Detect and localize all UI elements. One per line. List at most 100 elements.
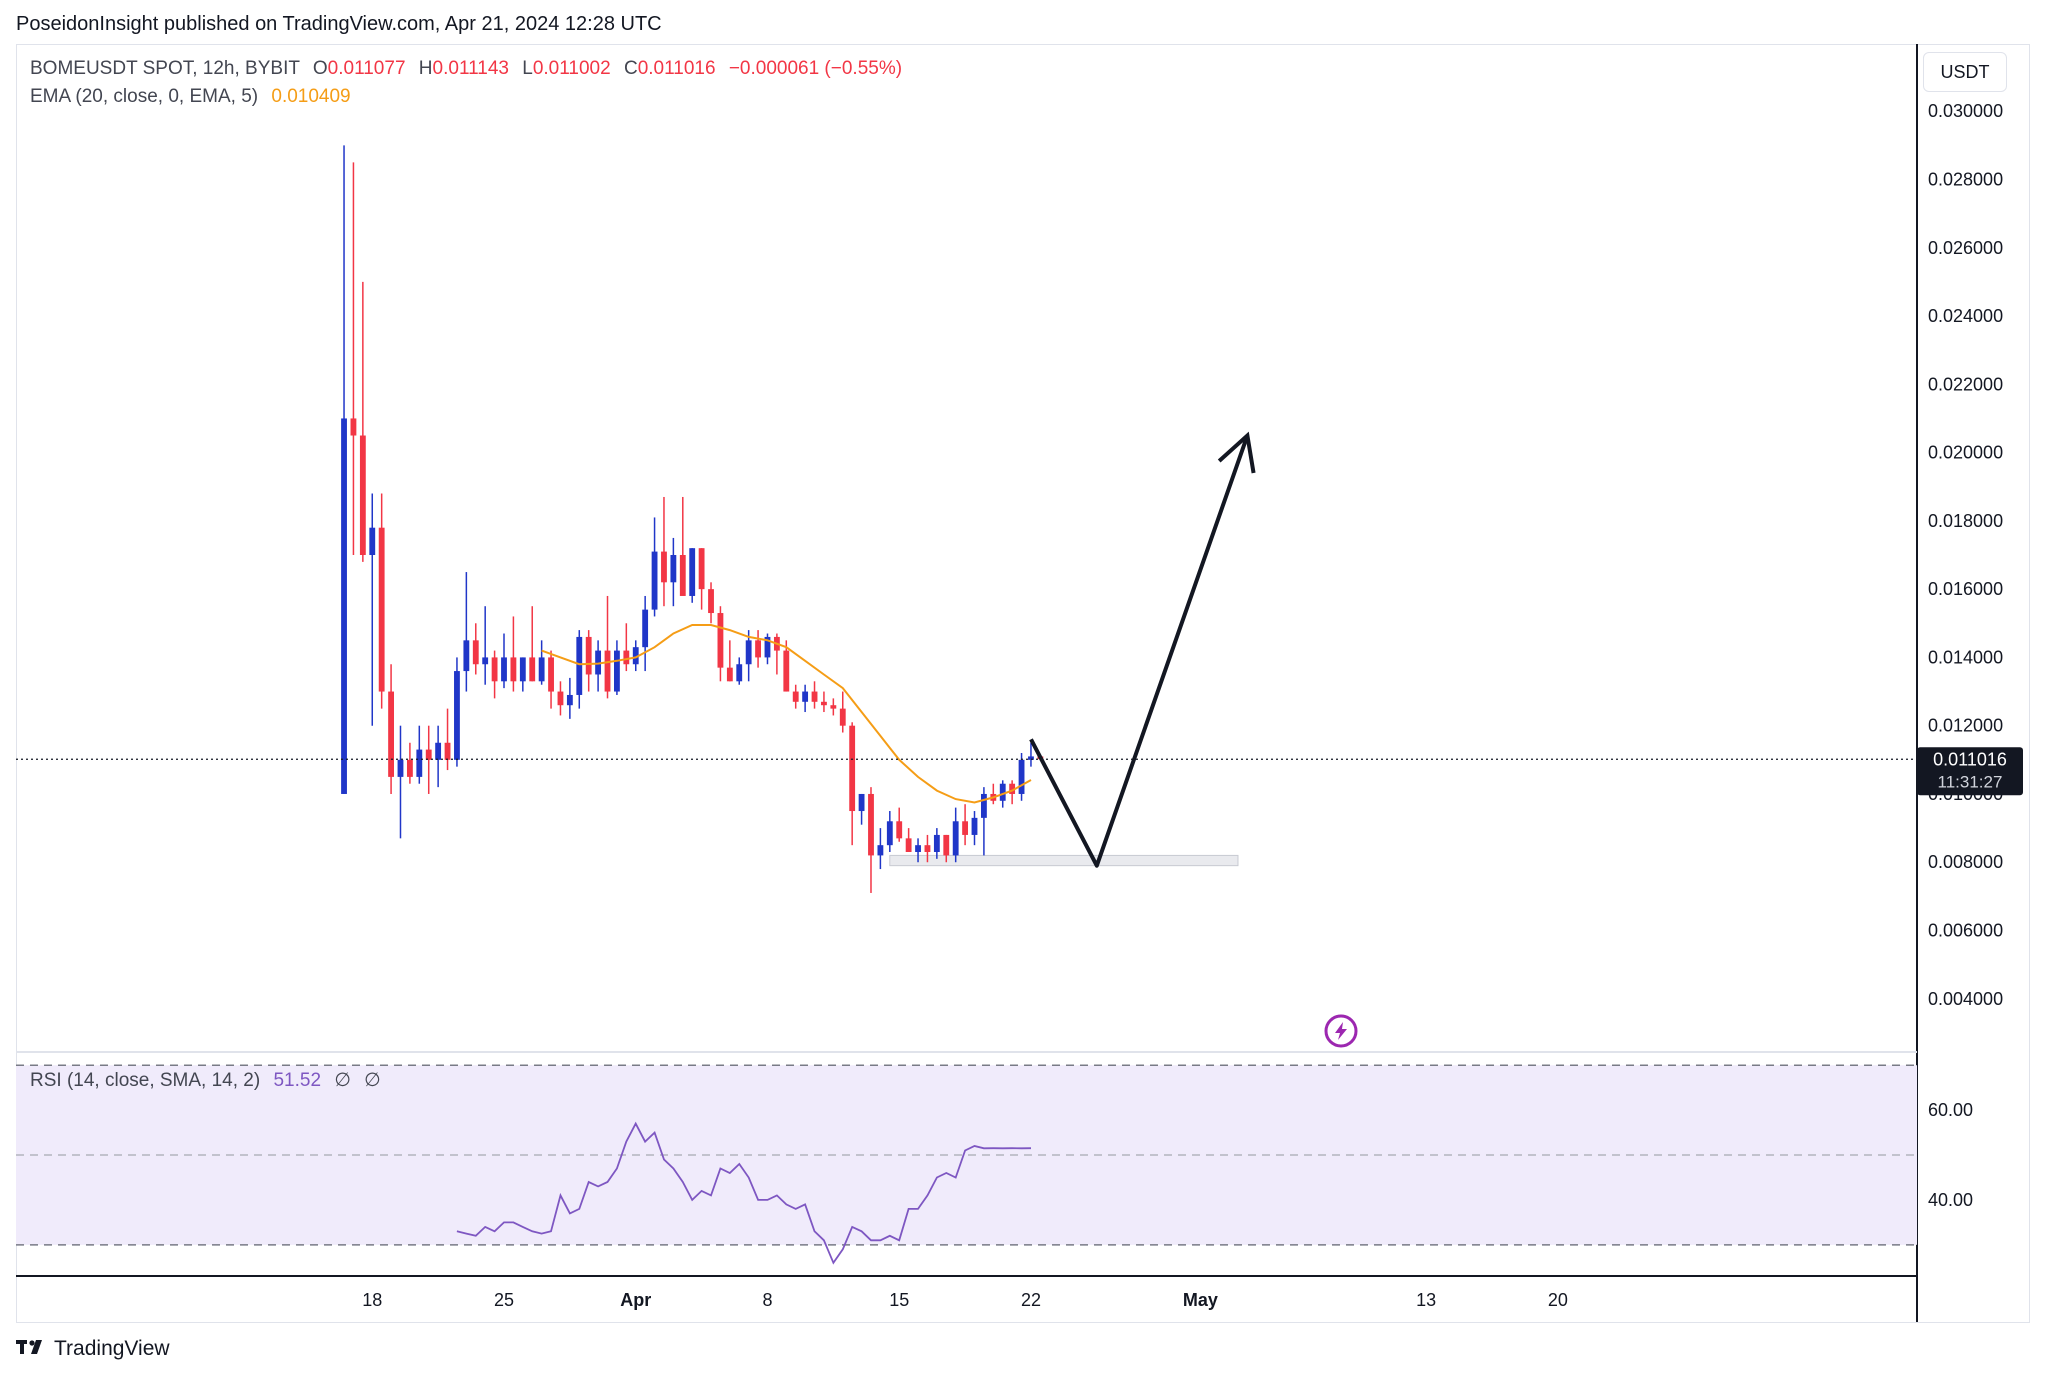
candle-body	[886, 821, 893, 846]
candle-body	[529, 657, 536, 682]
price-tick-label: 0.012000	[1928, 716, 2003, 736]
time-tick-label: 25	[494, 1290, 514, 1310]
candle-body	[604, 650, 611, 692]
candle-body	[557, 691, 564, 706]
symbol-label: BOMEUSDT SPOT, 12h, BYBIT	[30, 58, 300, 79]
open-value: 0.011077	[327, 58, 406, 79]
rsi-extra-1: ∅	[334, 1070, 351, 1091]
ema-group	[541, 624, 1032, 804]
candle-body	[708, 589, 714, 614]
price-tick-label: 0.014000	[1928, 647, 2003, 667]
ema-value: 0.010409	[271, 86, 351, 107]
candle-body	[1009, 783, 1016, 794]
candle-body	[623, 650, 630, 665]
candle-body	[689, 548, 696, 596]
projection-group	[1029, 431, 1256, 868]
price-tick-label: 0.022000	[1928, 374, 2003, 394]
candle-body	[698, 548, 705, 590]
candle-body	[679, 555, 686, 596]
price-tick-label: 0.016000	[1928, 579, 2003, 599]
candle-body	[510, 657, 517, 682]
close-value: 0.011016	[637, 58, 716, 79]
candles-group	[341, 145, 1044, 893]
currency-selector[interactable]: USDT	[1923, 52, 2007, 92]
tradingview-logo-icon	[16, 1336, 48, 1362]
footer-brand[interactable]: TradingView	[16, 1336, 170, 1362]
price-tick-label: 0.020000	[1928, 443, 2003, 463]
projection-arrowhead	[1217, 431, 1256, 474]
price-tick-label: 0.004000	[1928, 989, 2003, 1009]
candle-body	[745, 640, 752, 665]
price-tick-label: 0.030000	[1928, 101, 2003, 121]
rsi-ticks-group: 60.00 40.00	[1928, 1100, 1973, 1210]
high-value: 0.011143	[432, 58, 509, 79]
time-tick-label: 18	[362, 1290, 382, 1310]
price-tick-label: 0.026000	[1928, 238, 2003, 258]
candle-body	[1018, 759, 1025, 794]
candle-body	[868, 793, 874, 856]
time-tick-label: 20	[1548, 1290, 1568, 1310]
rsi-extra-2: ∅	[364, 1070, 381, 1091]
candle-body	[905, 838, 912, 852]
candle-body	[849, 725, 856, 812]
candle-countdown-label: 11:31:27	[1938, 772, 2003, 791]
candle-body	[341, 418, 347, 794]
price-tick-label: 0.008000	[1928, 852, 2003, 872]
candle-body	[915, 845, 921, 852]
rsi-tick-label: 40.00	[1928, 1190, 1973, 1210]
candle-body	[435, 742, 442, 760]
candle-body	[896, 821, 903, 839]
price-tick-label: 0.018000	[1928, 511, 2003, 531]
candle-body	[811, 691, 818, 702]
change-value: −0.000061 (−0.55%)	[728, 58, 903, 79]
candle-body	[952, 821, 959, 856]
symbol-legend[interactable]: BOMEUSDT SPOT, 12h, BYBIT O0.011077 H0.0…	[30, 58, 902, 80]
rsi-line	[456, 1121, 1032, 1265]
candle-body	[717, 613, 724, 668]
candle-body	[463, 640, 470, 672]
candle-body	[378, 527, 385, 692]
time-tick-label: May	[1183, 1290, 1218, 1310]
candle-body	[830, 705, 837, 709]
ema-label: EMA (20, close, 0, EMA, 5)	[30, 86, 259, 107]
candle-body	[999, 783, 1006, 801]
low-value: 0.011002	[532, 58, 611, 79]
candle-body	[425, 749, 432, 760]
candle-body	[924, 845, 931, 852]
support-zone-rectangle[interactable]	[889, 854, 1239, 867]
time-tick-label: Apr	[620, 1290, 651, 1310]
time-tick-label: 13	[1416, 1290, 1436, 1310]
ema-legend[interactable]: EMA (20, close, 0, EMA, 5) 0.010409	[30, 86, 351, 108]
candle-body	[388, 691, 394, 777]
candle-body	[971, 817, 978, 835]
projection-path[interactable]	[1029, 434, 1250, 868]
candle-body	[501, 657, 507, 682]
lightning-bolt-icon[interactable]	[1324, 1014, 1358, 1048]
candle-body	[1028, 756, 1034, 760]
candle-body	[726, 667, 733, 682]
candle-body	[877, 845, 884, 856]
candle-body	[736, 664, 743, 682]
publish-info: PoseidonInsight published on TradingView…	[16, 13, 662, 35]
candle-body	[472, 640, 479, 665]
price-tick-label: 0.024000	[1928, 306, 2003, 326]
rsi-tick-label: 60.00	[1928, 1100, 1973, 1120]
candle-body	[632, 647, 639, 665]
rsi-group	[456, 1121, 1032, 1265]
high-label: H	[418, 58, 433, 79]
candle-body	[576, 636, 583, 695]
rsi-value: 51.52	[273, 1070, 322, 1091]
time-ticks-group: 18 25 Apr 8 15 22 May 13 20	[362, 1290, 1568, 1310]
ema-line	[541, 624, 1032, 804]
candle-body	[792, 691, 799, 702]
rsi-legend[interactable]: RSI (14, close, SMA, 14, 2) 51.52 ∅ ∅	[30, 1069, 381, 1092]
candle-body	[802, 691, 809, 702]
candle-body	[783, 650, 790, 692]
candle-body	[416, 749, 423, 777]
candle-body	[350, 418, 357, 436]
time-tick-label: 22	[1021, 1290, 1041, 1310]
candle-body	[566, 694, 573, 706]
candle-body	[821, 701, 827, 706]
candle-body	[454, 671, 460, 760]
